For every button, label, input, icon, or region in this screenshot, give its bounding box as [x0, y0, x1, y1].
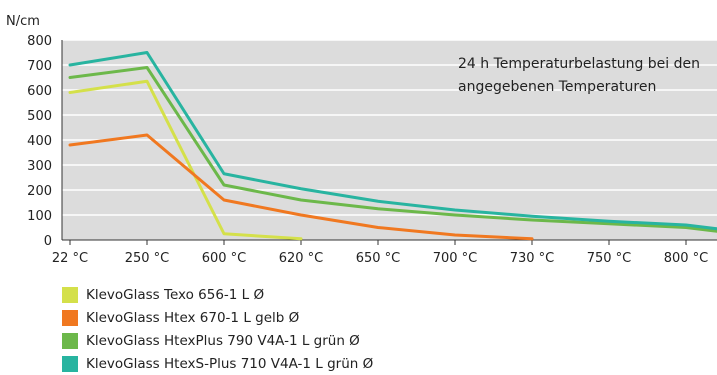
- y-tick-label: 100: [27, 209, 52, 224]
- legend: KlevoGlass Texo 656-1 L Ø KlevoGlass Hte…: [62, 283, 373, 375]
- legend-label: KlevoGlass HtexS-Plus 710 V4A-1 L grün Ø: [86, 355, 374, 372]
- y-tick-label: 200: [27, 184, 52, 199]
- legend-swatch: [62, 309, 78, 326]
- y-tick-label: 800: [27, 34, 52, 49]
- legend-swatch: [62, 355, 78, 372]
- legend-item: KlevoGlass Htex 670-1 L gelb Ø: [62, 306, 373, 329]
- legend-label: KlevoGlass HtexPlus 790 V4A-1 L grün Ø: [86, 332, 360, 349]
- line-chart: 0 100 200 300 400 500 600 700 800 22 °C 250 °C 600…: [6, 14, 717, 266]
- x-tick-label: 620 °C: [279, 251, 324, 266]
- y-tick-label: 300: [27, 159, 52, 174]
- annotation-line-2: angegebenen Temperaturen: [458, 79, 656, 95]
- y-tick-label: 400: [27, 134, 52, 149]
- y-tick-label: 500: [27, 109, 52, 124]
- x-tick-label: 250 °C: [125, 251, 170, 266]
- y-tick-label: 0: [44, 234, 52, 249]
- x-tick-label: 22 °C: [52, 251, 88, 266]
- legend-swatch: [62, 332, 78, 349]
- legend-item: KlevoGlass Texo 656-1 L Ø: [62, 283, 373, 306]
- x-tick-label: 700 °C: [433, 251, 478, 266]
- series-line: [68, 66, 717, 233]
- y-tick-label: 600: [27, 84, 52, 99]
- legend-label: KlevoGlass Htex 670-1 L gelb Ø: [86, 309, 300, 326]
- series-line: [68, 133, 534, 241]
- y-axis: 0 100 200 300 400 500 600 700 800: [27, 34, 63, 249]
- annotation-line-1: 24 h Temperaturbelastung bei den: [458, 56, 700, 72]
- legend-label: KlevoGlass Texo 656-1 L Ø: [86, 286, 265, 303]
- x-tick-label: 600 °C: [202, 251, 247, 266]
- x-tick-label: 750 °C: [587, 251, 632, 266]
- x-tick-label: 800 °C: [664, 251, 709, 266]
- legend-item: KlevoGlass HtexPlus 790 V4A-1 L grün Ø: [62, 329, 373, 352]
- x-tick-label: 730 °C: [510, 251, 555, 266]
- y-tick-label: 700: [27, 59, 52, 74]
- series-lines: [68, 51, 717, 241]
- series-line: [68, 51, 717, 231]
- series-line: [68, 79, 303, 241]
- legend-item: KlevoGlass HtexS-Plus 710 V4A-1 L grün Ø: [62, 352, 373, 375]
- legend-swatch: [62, 286, 78, 303]
- y-axis-label: N/cm: [6, 14, 40, 29]
- gridlines: [62, 39, 717, 216]
- x-tick-label: 650 °C: [356, 251, 401, 266]
- x-axis: 22 °C 250 °C 600 °C 620 °C 650 °C 700 °C 730 °…: [52, 239, 717, 266]
